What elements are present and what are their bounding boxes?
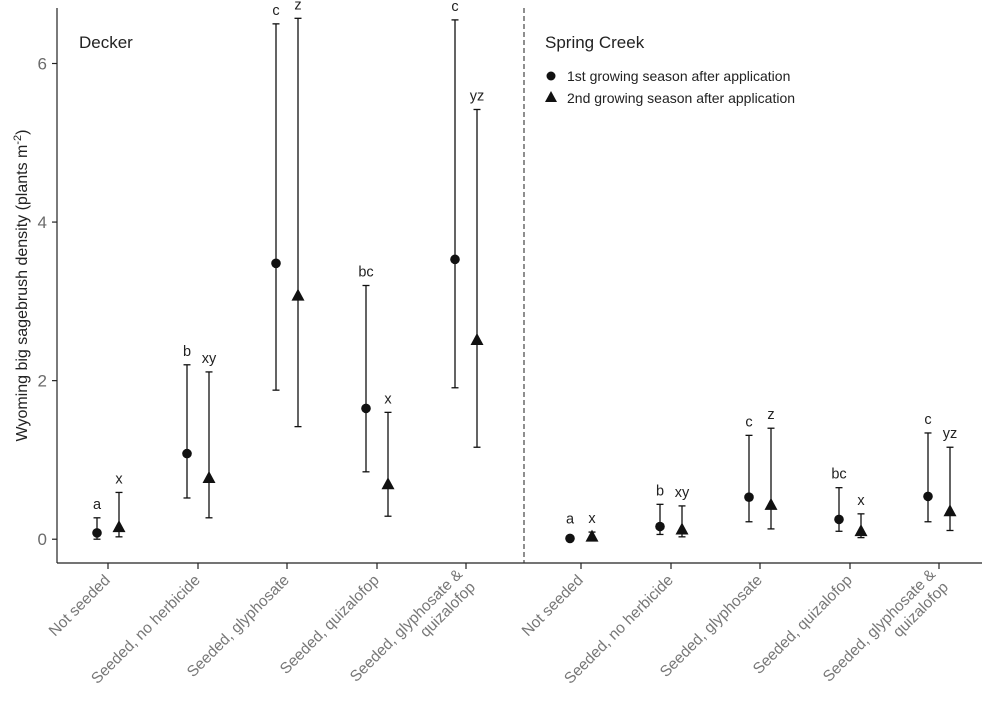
significance-letter: xy — [675, 485, 690, 501]
data-point-circle — [450, 254, 460, 265]
y-tick-label: 6 — [38, 55, 47, 74]
panel-title: Spring Creek — [545, 33, 645, 52]
data-point-triangle — [112, 520, 126, 533]
marks-layer — [92, 17, 957, 544]
data-point-circle — [361, 403, 371, 414]
significance-letter: yz — [470, 88, 485, 104]
data-point-circle — [744, 492, 754, 502]
significance-letter: xy — [202, 351, 217, 367]
legend-circle-icon — [546, 71, 556, 81]
data-point-triangle — [202, 470, 216, 483]
significance-letter: b — [183, 344, 191, 360]
significance-letter: c — [451, 0, 458, 15]
significance-letter: bc — [358, 265, 373, 281]
significance-letter: x — [857, 493, 865, 509]
y-axis-title: Wyoming big sagebrush density (plants m-… — [12, 130, 31, 442]
significance-letter: b — [656, 483, 664, 499]
significance-letter: z — [294, 0, 301, 13]
data-point-triangle — [470, 333, 484, 346]
data-point-circle — [271, 258, 281, 269]
x-category-label: Seeded, glyphosate — [184, 572, 293, 681]
significance-letter: x — [115, 471, 123, 487]
significance-letter: bc — [831, 467, 846, 483]
significance-letter: c — [745, 414, 752, 430]
legend: 1st growing season after application 2nd … — [545, 68, 795, 106]
significance-letter: c — [272, 3, 279, 19]
y-tick-label: 4 — [38, 213, 47, 232]
x-category-label: Not seeded — [519, 572, 587, 640]
data-point-triangle — [675, 522, 689, 535]
panel-title: Decker — [79, 33, 133, 52]
data-point-circle — [834, 514, 844, 525]
data-point-triangle — [854, 524, 868, 537]
data-point-triangle — [381, 477, 395, 490]
data-point-triangle — [585, 529, 599, 542]
y-tick-label: 2 — [38, 372, 47, 391]
significance-letter: c — [924, 412, 931, 428]
data-point-triangle — [943, 504, 957, 517]
significance-letter: yz — [943, 426, 958, 442]
data-point-triangle — [764, 497, 778, 510]
y-tick-label: 0 — [38, 530, 47, 549]
legend-triangle-icon — [545, 91, 557, 102]
data-point-circle — [92, 528, 102, 538]
data-point-triangle — [291, 288, 305, 301]
x-category-label: Seeded, glyphosate — [657, 572, 766, 681]
significance-letter: z — [767, 407, 774, 423]
data-point-circle — [923, 491, 933, 502]
significance-letter: a — [566, 511, 575, 527]
data-point-circle — [565, 533, 575, 544]
x-category-label: Not seeded — [46, 572, 114, 640]
significance-letter: x — [588, 511, 596, 527]
data-point-circle — [655, 521, 665, 532]
significance-letter: x — [384, 391, 392, 407]
legend-label: 1st growing season after application — [567, 68, 790, 84]
legend-label: 2nd growing season after application — [567, 90, 795, 106]
labels-layer: 0 2 4 6 Wyoming big sagebrush density (plant… — [12, 0, 958, 687]
axes-layer — [52, 8, 982, 569]
significance-letter: a — [93, 497, 102, 513]
data-point-circle — [182, 448, 192, 459]
